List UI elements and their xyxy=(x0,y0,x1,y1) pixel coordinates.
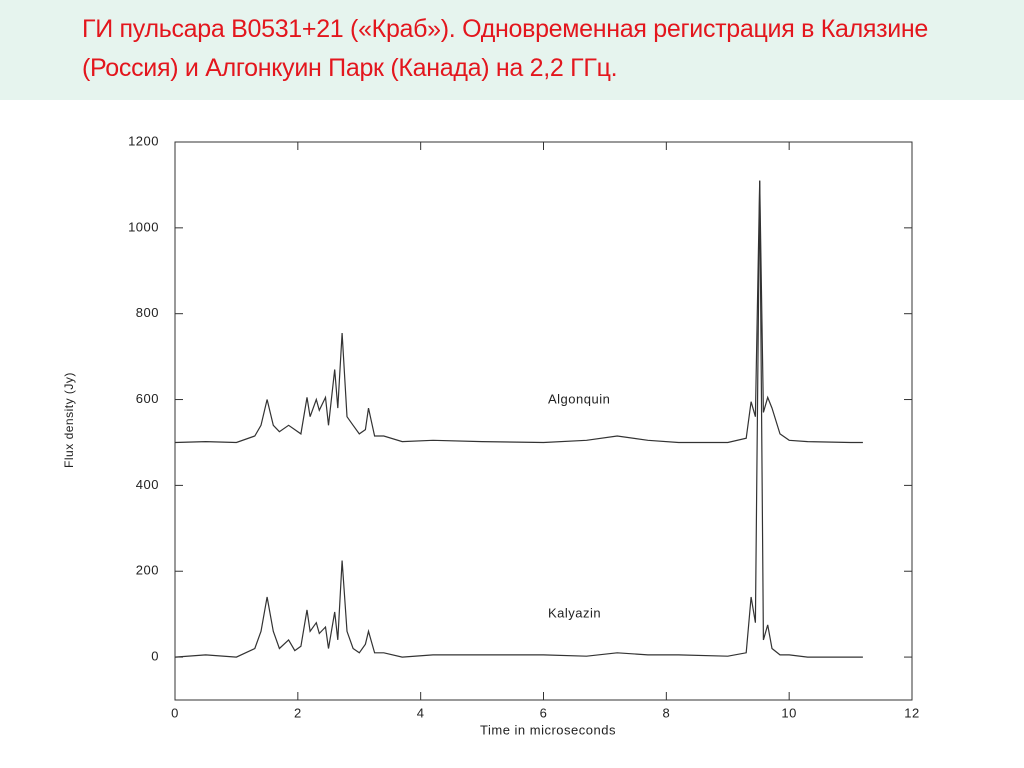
x-tick-label: 2 xyxy=(294,705,302,720)
y-tick-label: 1200 xyxy=(128,133,159,148)
slide-title: ГИ пульсара B0531+21 («Краб»). Одновреме… xyxy=(82,15,929,82)
series-line xyxy=(174,180,863,658)
x-tick-label: 12 xyxy=(904,705,919,720)
plot-frame xyxy=(174,141,913,701)
y-tick-label: 200 xyxy=(136,563,159,578)
y-axis-label: Flux density (Jy) xyxy=(62,372,76,468)
x-tick-label: 10 xyxy=(781,705,796,720)
x-tick-label: 4 xyxy=(417,705,425,720)
x-axis-label: Time in microseconds xyxy=(480,722,616,737)
series-label: Algonquin xyxy=(548,391,610,406)
chart: Flux density (Jy) Time in microseconds 0… xyxy=(62,133,919,737)
y-tick-label: 1000 xyxy=(128,219,159,234)
x-tick-label: 6 xyxy=(540,705,548,720)
series-label: Kalyazin xyxy=(548,605,601,620)
y-tick-label: 400 xyxy=(136,477,159,492)
y-tick-label: 800 xyxy=(136,305,159,320)
y-tick-label: 600 xyxy=(136,391,159,406)
x-tick-label: 8 xyxy=(662,705,670,720)
x-tick-label: 0 xyxy=(171,705,179,720)
header: ГИ пульсара B0531+21 («Краб»). Одновреме… xyxy=(0,0,1024,100)
y-tick-label: 0 xyxy=(151,649,159,664)
